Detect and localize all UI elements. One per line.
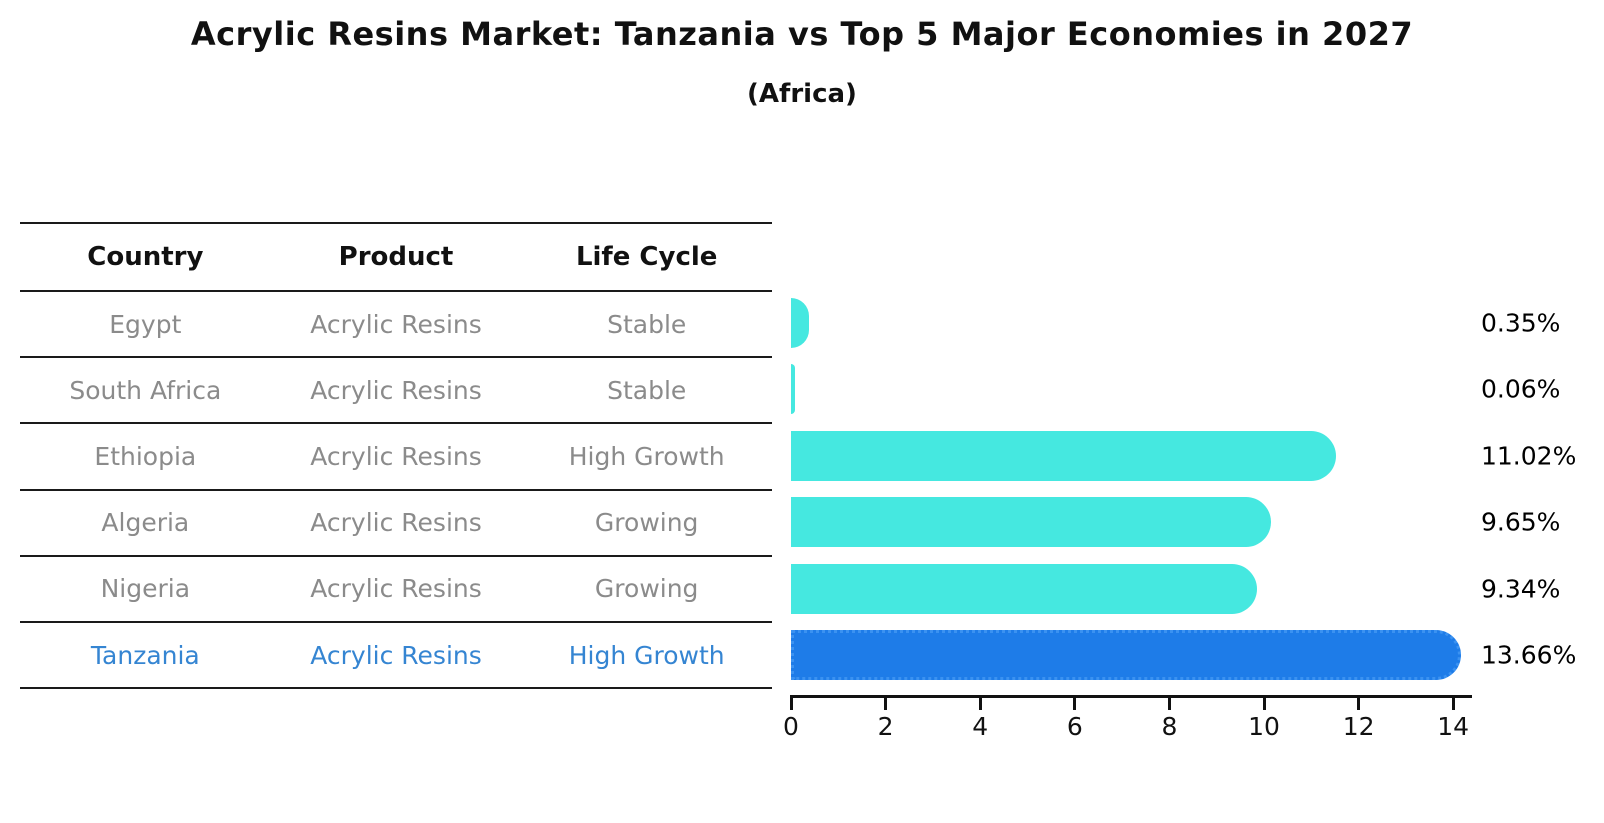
bar-ethiopia	[791, 431, 1337, 481]
country-table: Country Product Life Cycle Egypt Acrylic …	[20, 222, 772, 690]
x-axis-tick-label: 0	[783, 712, 799, 741]
bar-egypt	[791, 298, 809, 348]
x-axis-tick	[1357, 698, 1361, 710]
table-cell-country: Nigeria	[100, 574, 191, 604]
table-cell-country: South Africa	[69, 375, 222, 405]
bar-south-africa	[791, 364, 795, 414]
x-axis-tick	[884, 698, 888, 710]
x-axis-tick	[1073, 698, 1077, 710]
bar-value-label: 13.66%	[1481, 640, 1577, 670]
table-cell-product: Acrylic Resins	[310, 441, 482, 471]
x-axis-tick-label: 10	[1248, 712, 1280, 741]
x-axis-tick	[1167, 698, 1171, 710]
table-row: Ethiopia Acrylic Resins High Growth	[20, 424, 772, 491]
table-cell-life-cycle: High Growth	[568, 441, 725, 471]
x-axis-tick	[789, 698, 793, 710]
table-row: Nigeria Acrylic Resins Growing	[20, 557, 772, 623]
x-axis-tick-label: 2	[877, 712, 894, 741]
x-axis-line	[790, 695, 1472, 698]
table-cell-product: Acrylic Resins	[310, 375, 482, 405]
x-axis-tick-label: 14	[1437, 712, 1470, 741]
table-cell-product: Acrylic Resins	[310, 508, 482, 538]
x-axis-tick	[978, 698, 982, 710]
table-cell-country: Algeria	[101, 508, 190, 538]
bar-value-label: 0.35%	[1481, 308, 1561, 338]
table-cell-life-cycle: Stable	[607, 309, 687, 339]
table-cell-life-cycle: High Growth	[568, 640, 725, 670]
table-cell-life-cycle: Growing	[594, 508, 699, 538]
table-header-country: Country	[87, 242, 204, 272]
table-row: Algeria Acrylic Resins Growing	[20, 491, 772, 557]
bar-nigeria	[791, 564, 1257, 614]
x-axis-tick-label: 6	[1066, 712, 1083, 741]
x-axis-tick	[1451, 698, 1455, 710]
bar-value-label: 11.02%	[1481, 441, 1577, 471]
x-axis-tick	[1262, 698, 1266, 710]
table-cell-country: Ethiopia	[94, 441, 197, 471]
table-cell-product: Acrylic Resins	[310, 309, 482, 339]
table-header-life-cycle: Life Cycle	[575, 242, 718, 272]
table-cell-product: Acrylic Resins	[310, 574, 482, 604]
x-axis-tick-label: 8	[1161, 712, 1178, 741]
table-body: Egypt Acrylic Resins Stable South Africa Acr…	[20, 292, 772, 690]
x-axis-tick-label: 4	[972, 712, 989, 741]
table-cell-product: Acrylic Resins	[310, 640, 482, 670]
table-cell-country: Tanzania	[90, 640, 200, 670]
table-cell-life-cycle: Growing	[594, 574, 699, 604]
table-header-product: Product	[338, 242, 454, 272]
bar-value-label: 0.06%	[1481, 374, 1561, 404]
chart-subtitle: (Africa)	[747, 79, 857, 109]
bar-value-label: 9.34%	[1481, 574, 1561, 604]
table-cell-life-cycle: Stable	[607, 375, 687, 405]
table-cell-country: Egypt	[109, 309, 182, 339]
table-row: Tanzania Acrylic Resins High Growth	[20, 623, 772, 690]
bar-algeria	[791, 497, 1272, 547]
table-row: Egypt Acrylic Resins Stable	[20, 292, 772, 359]
bar-value-label: 9.65%	[1481, 507, 1561, 537]
table-header-row: Country Product Life Cycle	[20, 224, 772, 292]
bar-tanzania	[791, 630, 1462, 680]
x-axis-tick-label: 12	[1342, 712, 1375, 741]
table-row: South Africa Acrylic Resins Stable	[20, 358, 772, 425]
chart-title: Acrylic Resins Market: Tanzania vs Top 5…	[190, 15, 1414, 53]
